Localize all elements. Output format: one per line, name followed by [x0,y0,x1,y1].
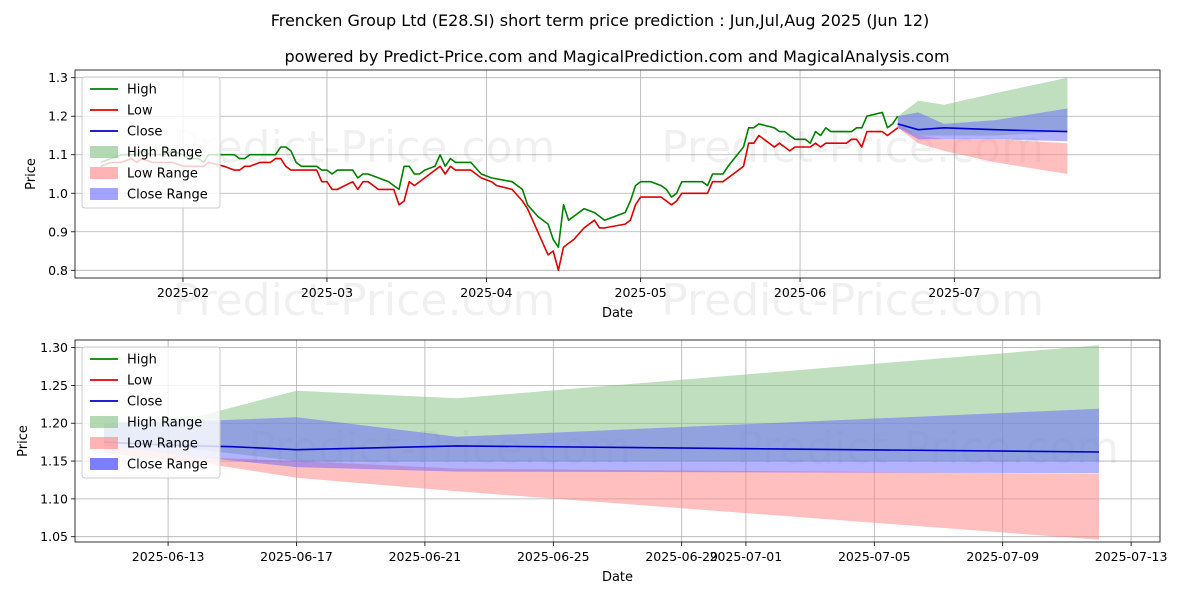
legend-label: Low Range [127,437,198,452]
watermark: Predict-Price.com [173,122,556,173]
legend-label: Close [127,395,162,410]
legend-label: Close [127,125,162,140]
y-tick-label: 1.3 [48,70,68,85]
legend-label: Low [127,374,153,389]
legend-label: Low Range [127,167,198,182]
x-tick-label: 2025-06-29 [645,549,718,564]
low-range-band [897,123,1068,174]
x-axis-label: Date [602,570,633,585]
legend-swatch [90,416,118,428]
y-tick-label: 1.30 [40,340,68,355]
y-tick-label: 0.8 [48,263,68,278]
x-tick-label: 2025-07-05 [838,549,911,564]
x-tick-label: 2025-03 [301,285,353,300]
y-tick-label: 1.2 [48,109,68,124]
legend-swatch [90,146,118,158]
watermark: Predict-Price.com [173,275,556,326]
x-tick-label: 2025-02 [157,285,209,300]
x-tick-label: 2025-04 [460,285,512,300]
history-chart: Predict-Price.com Predict-Price.com Predic… [24,69,1161,326]
legend-swatch [90,167,118,179]
legend-swatch [90,437,118,449]
x-tick-label: 2025-07-09 [966,549,1039,564]
high-series-line [100,111,899,248]
chart-title: Frencken Group Ltd (E28.SI) short term p… [271,11,930,30]
x-axis-label: Date [602,306,633,321]
x-tick-label: 2025-07 [928,285,980,300]
low-series-line [100,127,899,272]
y-tick-label: 0.9 [48,224,68,239]
low-range-band [103,445,1099,540]
chart-subtitle: powered by Predict-Price.com and Magical… [284,47,949,66]
close-series-line [897,123,1068,133]
y-tick-label: 1.0 [48,186,68,201]
x-tick-label: 2025-06-17 [260,549,333,564]
legend-label: High Range [127,146,202,161]
legend-label: Close Range [127,188,208,203]
y-tick-label: 1.20 [40,416,68,431]
forecast-chart: Predict-Price.comPredict-Price.com2025-0… [16,339,1168,585]
legend-swatch [90,458,118,470]
y-tick-label: 1.10 [40,491,68,506]
y-tick-label: 1.15 [40,454,68,469]
y-tick-label: 1.1 [48,147,68,162]
x-tick-label: 2025-07-13 [1095,549,1168,564]
y-axis-label: Price [16,425,31,457]
x-tick-label: 2025-05 [615,285,667,300]
y-tick-label: 1.05 [40,529,68,544]
legend-label: Close Range [127,458,208,473]
x-tick-label: 2025-06-21 [389,549,462,564]
close-range-band [897,108,1068,142]
legend-label: High [127,83,157,98]
close-range-band [103,408,1099,474]
legend: High Low Close High Range Low Range Close Ran… [81,346,221,479]
legend-label: High [127,353,157,368]
legend-label: High Range [127,416,202,431]
legend-swatch [90,188,118,200]
x-tick-label: 2025-06 [774,285,826,300]
x-tick-label: 2025-06-13 [132,549,205,564]
plot-frame [74,339,1161,543]
y-axis-label: Price [24,158,39,190]
legend: High Low Close High Range Low Range Close Ran… [81,76,221,209]
plot-frame [74,69,1161,279]
x-tick-label: 2025-07-01 [710,549,783,564]
y-tick-label: 1.25 [40,378,68,393]
x-tick-label: 2025-06-25 [517,549,590,564]
watermark: Predict-Price.com [661,275,1044,326]
legend-label: Low [127,104,153,119]
